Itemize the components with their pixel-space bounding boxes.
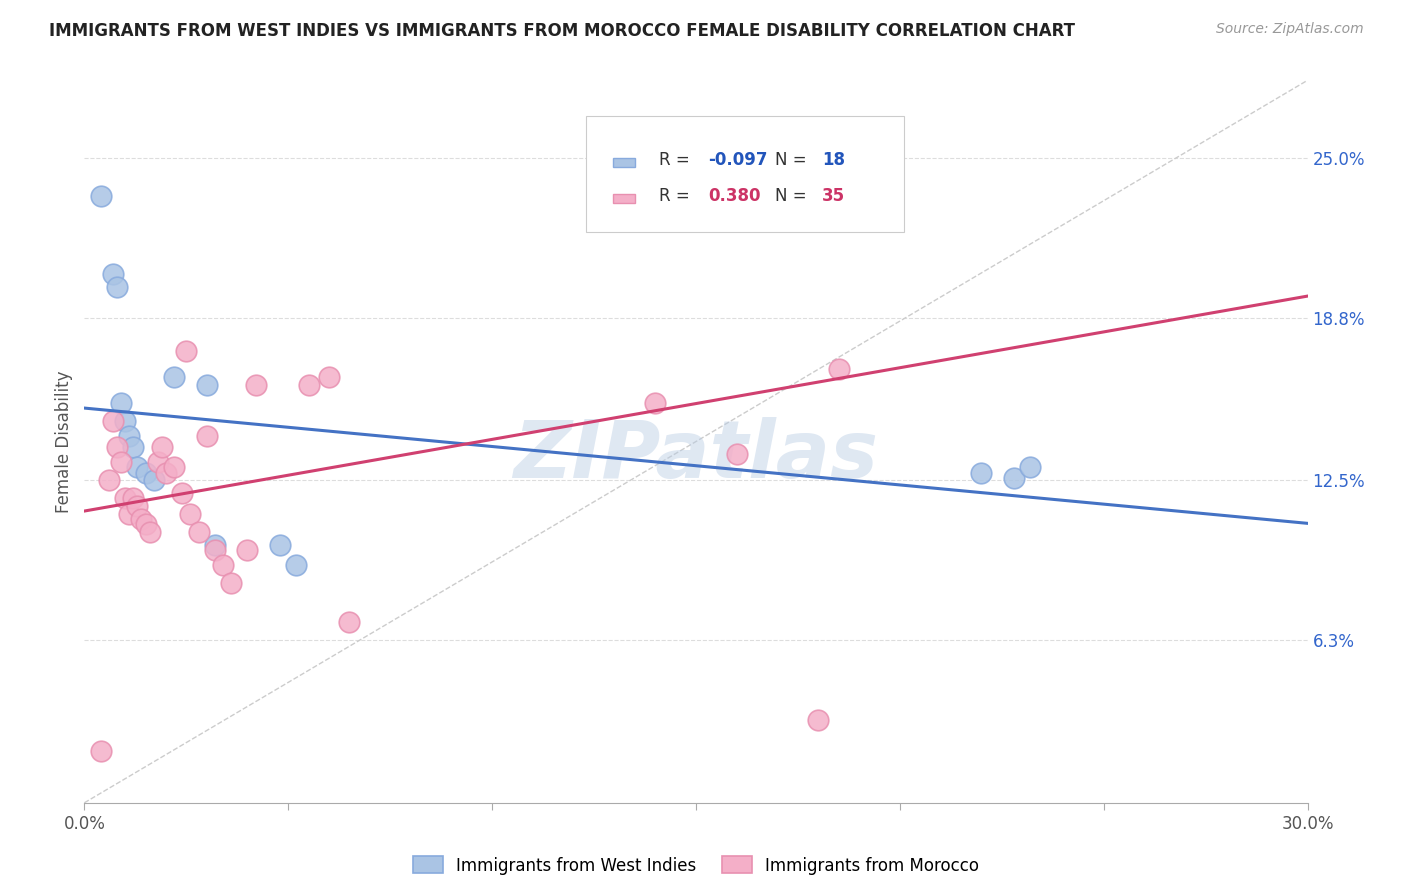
Point [644, 396, 666, 410]
FancyBboxPatch shape [613, 158, 636, 167]
Point [204, 538, 226, 552]
FancyBboxPatch shape [586, 116, 904, 232]
Point [195, 377, 218, 392]
Text: R =: R = [659, 151, 696, 169]
Point [110, 396, 132, 410]
Point [105, 440, 128, 454]
Point [685, 182, 707, 196]
Point [212, 558, 235, 573]
Point [219, 576, 242, 591]
Point [127, 460, 149, 475]
Legend: Immigrants from West Indies, Immigrants from Morocco: Immigrants from West Indies, Immigrants … [406, 850, 986, 881]
Point [146, 455, 169, 469]
Point [114, 491, 136, 506]
Point [97, 473, 120, 487]
Point [1002, 471, 1025, 485]
Point [118, 429, 141, 443]
Point [269, 538, 291, 552]
Point [187, 524, 209, 539]
Point [195, 429, 218, 443]
Text: Source: ZipAtlas.com: Source: ZipAtlas.com [1216, 22, 1364, 37]
Point [807, 713, 830, 727]
Y-axis label: Female Disability: Female Disability [55, 370, 73, 513]
Point [204, 542, 226, 557]
Point [179, 507, 201, 521]
Point [163, 460, 186, 475]
Point [298, 377, 321, 392]
Point [174, 344, 197, 359]
Point [1019, 460, 1042, 475]
Point [339, 615, 361, 630]
Point [725, 447, 748, 461]
Point [318, 370, 340, 384]
Point [172, 486, 194, 500]
Point [122, 491, 145, 506]
Text: N =: N = [776, 187, 813, 205]
Point [135, 466, 157, 480]
Point [828, 362, 851, 376]
Point [114, 414, 136, 428]
Point [110, 455, 132, 469]
Point [150, 440, 173, 454]
Text: 0.380: 0.380 [709, 187, 761, 205]
Point [970, 466, 993, 480]
Point [236, 542, 259, 557]
Point [101, 414, 124, 428]
Point [285, 558, 308, 573]
Point [142, 473, 165, 487]
Text: 35: 35 [823, 187, 845, 205]
Point [135, 517, 157, 532]
Text: -0.097: -0.097 [709, 151, 768, 169]
Point [101, 267, 124, 281]
Point [122, 440, 145, 454]
Text: N =: N = [776, 151, 813, 169]
Text: 18: 18 [823, 151, 845, 169]
Point [155, 466, 177, 480]
FancyBboxPatch shape [613, 194, 636, 203]
Text: R =: R = [659, 187, 696, 205]
Point [127, 499, 149, 513]
Point [131, 512, 153, 526]
Point [848, 177, 870, 191]
Point [118, 507, 141, 521]
Point [105, 279, 128, 293]
Text: ZIPatlas: ZIPatlas [513, 417, 879, 495]
Point [245, 377, 267, 392]
Point [90, 189, 112, 203]
Point [138, 524, 160, 539]
Point [163, 370, 186, 384]
Text: IMMIGRANTS FROM WEST INDIES VS IMMIGRANTS FROM MOROCCO FEMALE DISABILITY CORRELA: IMMIGRANTS FROM WEST INDIES VS IMMIGRANT… [49, 22, 1076, 40]
Point [90, 744, 112, 758]
